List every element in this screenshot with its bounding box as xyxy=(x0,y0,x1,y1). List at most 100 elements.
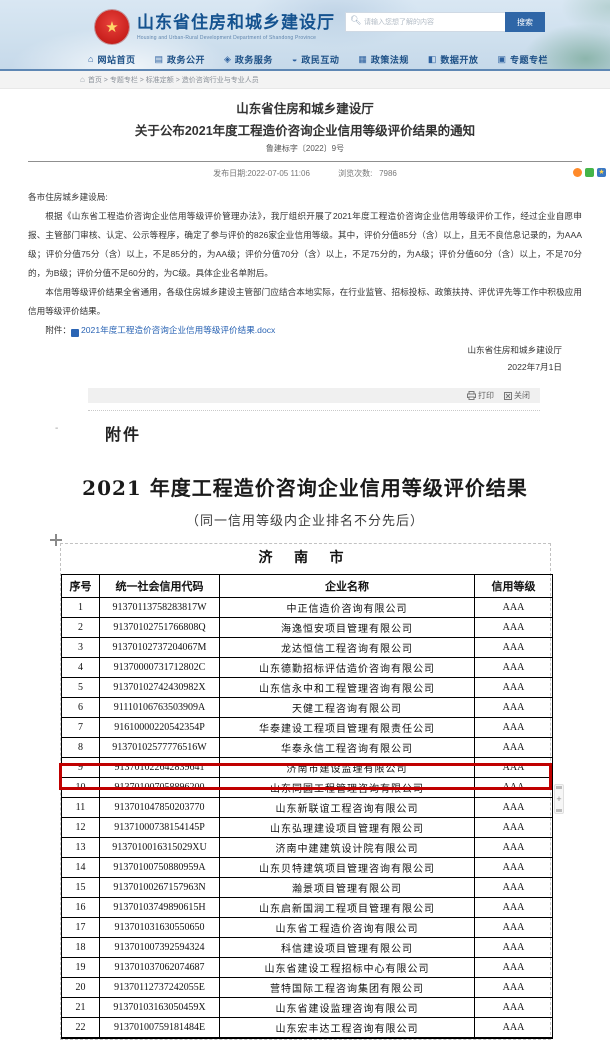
table-row: 10 913701007058896200 山东同圆工程管理咨询有限公司 AAA xyxy=(61,777,553,798)
cell-credit-code: 91370103163050459X xyxy=(99,997,220,1018)
table-row: 5 91370102742430982X 山东信永中和工程管理咨询有限公司 AAA xyxy=(61,677,553,698)
cell-company-name: 营特国际工程咨询集团有限公司 xyxy=(219,977,475,998)
nav-item-law[interactable]: ▦ 政策法规 xyxy=(358,53,409,66)
table-row: 1 91370113758283817W 中正信造价咨询有限公司 AAA xyxy=(61,597,553,618)
article-meta: 发布日期:2022-07-05 11:06 浏览次数: 7986 ★ xyxy=(28,168,606,180)
zoom-plus-widget[interactable]: + xyxy=(554,784,564,814)
search-input[interactable] xyxy=(345,12,505,32)
cell-credit-rating: AAA xyxy=(474,677,553,698)
table-row: 6 91110106763503909A 天健工程咨询有限公司 AAA xyxy=(61,697,553,718)
cell-index: 9 xyxy=(61,757,100,778)
breadcrumb[interactable]: 首页 > 专题专栏 > 标准定额 > 造价咨询行业与专业人员 xyxy=(87,76,259,84)
cell-index: 12 xyxy=(61,817,100,838)
close-button[interactable]: 关闭 xyxy=(504,390,530,401)
cell-credit-rating: AAA xyxy=(474,717,553,738)
print-button[interactable]: 打印 xyxy=(467,390,494,401)
nav-item-special[interactable]: ▣ 专题专栏 xyxy=(497,53,548,66)
cell-company-name: 山东启新国润工程项目管理有限公司 xyxy=(219,897,475,918)
attachment-label: 附件： xyxy=(45,325,71,335)
table-row: 20 91370112737242055E 营特国际工程咨询集团有限公司 AAA xyxy=(61,977,553,998)
cell-credit-rating: AAA xyxy=(474,617,553,638)
cell-credit-rating: AAA xyxy=(474,997,553,1018)
cell-credit-code: 9137010016315029XU xyxy=(99,837,220,858)
share-weibo-icon[interactable] xyxy=(573,168,582,177)
cell-company-name: 山东弘理建设项目管理有限公司 xyxy=(219,817,475,838)
cell-credit-code: 91370103749890615H xyxy=(99,897,220,918)
cell-credit-code: 91110106763503909A xyxy=(99,697,220,718)
collapse-toggle[interactable]: - xyxy=(55,423,59,434)
cell-index: 4 xyxy=(61,657,100,678)
cell-company-name: 济南中建建筑设计院有限公司 xyxy=(219,837,475,858)
search-bar: 🔍︎ 搜索 xyxy=(345,12,545,32)
nav-item-home[interactable]: ⌂ 网站首页 xyxy=(88,53,135,66)
cell-company-name: 山东同圆工程管理咨询有限公司 xyxy=(219,777,475,798)
cell-index: 20 xyxy=(61,977,100,998)
cell-credit-code: 91370000731712802C xyxy=(99,657,220,678)
cell-index: 17 xyxy=(61,917,100,938)
table-row: 18 913701007392594324 科信建设项目管理有限公司 AAA xyxy=(61,937,553,958)
nav-item-chat[interactable]: ◒ 政民互动 xyxy=(292,53,339,66)
table-row: 22 91370100759181484E 山东宏丰达工程咨询有限公司 AAA xyxy=(61,1017,553,1038)
attachment-preview: 2021 年度工程造价咨询企业信用等级评价结果 （同一信用等级内企业排名不分先后… xyxy=(0,472,610,1040)
views-count: 7986 xyxy=(379,169,397,178)
cell-company-name: 海逸恒安项目管理有限公司 xyxy=(219,617,475,638)
cell-credit-rating: AAA xyxy=(474,657,553,678)
cell-credit-rating: AAA xyxy=(474,857,553,878)
favorite-star-icon[interactable]: ★ xyxy=(597,168,606,177)
print-close-bar: 打印 关闭 xyxy=(88,388,540,403)
cell-credit-rating: AAA xyxy=(474,877,553,898)
cell-index: 21 xyxy=(61,997,100,1018)
table-row: 8 91370102577776516W 华泰永信工程咨询有限公司 AAA xyxy=(61,737,553,758)
special-icon: ▣ xyxy=(497,54,506,64)
cell-company-name: 龙达恒信工程咨询有限公司 xyxy=(219,637,475,658)
table-move-handle-icon[interactable] xyxy=(50,534,62,546)
cell-company-name: 天健工程咨询有限公司 xyxy=(219,697,475,718)
article-paragraphs: 根据《山东省工程造价咨询企业信用等级评价管理办法》，我厅组织开展了2021年度工… xyxy=(28,207,582,321)
share-wechat-icon[interactable] xyxy=(585,168,594,177)
chat-icon: ◒ xyxy=(291,54,298,64)
cell-company-name: 华泰建设工程项目管理有限责任公司 xyxy=(219,717,475,738)
signer-name: 山东省住房和城乡建设厅 xyxy=(467,345,562,355)
breadcrumb-bar: ⌂ 首页 > 专题专栏 > 标准定额 > 造价咨询行业与专业人员 xyxy=(0,71,610,89)
cell-company-name: 济南市建设监理有限公司 xyxy=(219,757,475,778)
nav-label: 政策法规 xyxy=(370,55,409,65)
cell-credit-rating: AAA xyxy=(474,777,553,798)
article-title-line2: 关于公布2021年度工程造价咨询企业信用等级评价结果的通知 xyxy=(134,124,476,138)
law-icon: ▦ xyxy=(358,54,367,64)
site-title: 山东省住房和城乡建设厅 xyxy=(137,13,335,32)
cell-credit-code: 91370100267157963N xyxy=(99,877,220,898)
search-button[interactable]: 搜索 xyxy=(505,12,545,32)
cell-credit-code: 913701031630550650 xyxy=(99,917,220,938)
cell-company-name: 瀚景项目管理有限公司 xyxy=(219,877,475,898)
cell-credit-rating: AAA xyxy=(474,817,553,838)
cell-credit-rating: AAA xyxy=(474,597,553,618)
data-icon: ◧ xyxy=(427,54,437,64)
publish-date: 发布日期:2022-07-05 11:06 xyxy=(213,169,310,178)
cell-credit-code: 913701022642839641 xyxy=(99,757,220,778)
cell-credit-code: 91370102577776516W xyxy=(99,737,220,758)
cell-credit-rating: AAA xyxy=(474,917,553,938)
cell-credit-rating: AAA xyxy=(474,977,553,998)
cell-credit-rating: AAA xyxy=(474,897,553,918)
home-icon: ⌂ xyxy=(88,54,94,64)
gov-icon: ▤ xyxy=(154,54,163,64)
cell-company-name: 华泰永信工程咨询有限公司 xyxy=(219,737,475,758)
cell-credit-rating: AAA xyxy=(474,1017,553,1038)
cell-credit-code: 91370102737204067M xyxy=(99,637,220,658)
nav-item-shield[interactable]: ◈ 政务服务 xyxy=(224,53,273,66)
cell-index: 2 xyxy=(61,617,100,638)
home-icon: ⌂ xyxy=(80,75,85,84)
table-header-row: 序号 统一社会信用代码 企业名称 信用等级 xyxy=(61,574,553,598)
credit-rating-table: 序号 统一社会信用代码 企业名称 信用等级 1 91370113758283817W 中正… xyxy=(61,574,553,1039)
attachment-link[interactable]: 2021年度工程造价咨询企业信用等级评价结果.docx xyxy=(80,325,276,335)
column-header: 统一社会信用代码 xyxy=(99,574,220,598)
cell-credit-rating: AAA xyxy=(474,797,553,818)
cell-credit-code: 91370102742430982X xyxy=(99,677,220,698)
cell-credit-code: 913701007058896200 xyxy=(99,777,220,798)
table-row: 14 91370100750880959A 山东贝特建筑项目管理咨询有限公司 AAA xyxy=(61,857,553,878)
cell-credit-code: 91370113758283817W xyxy=(99,597,220,618)
nav-item-gov[interactable]: ▤ 政务公开 xyxy=(154,53,205,66)
nav-item-data[interactable]: ◧ 数据开放 xyxy=(428,53,479,66)
cell-credit-rating: AAA xyxy=(474,937,553,958)
cell-index: 6 xyxy=(61,697,100,718)
